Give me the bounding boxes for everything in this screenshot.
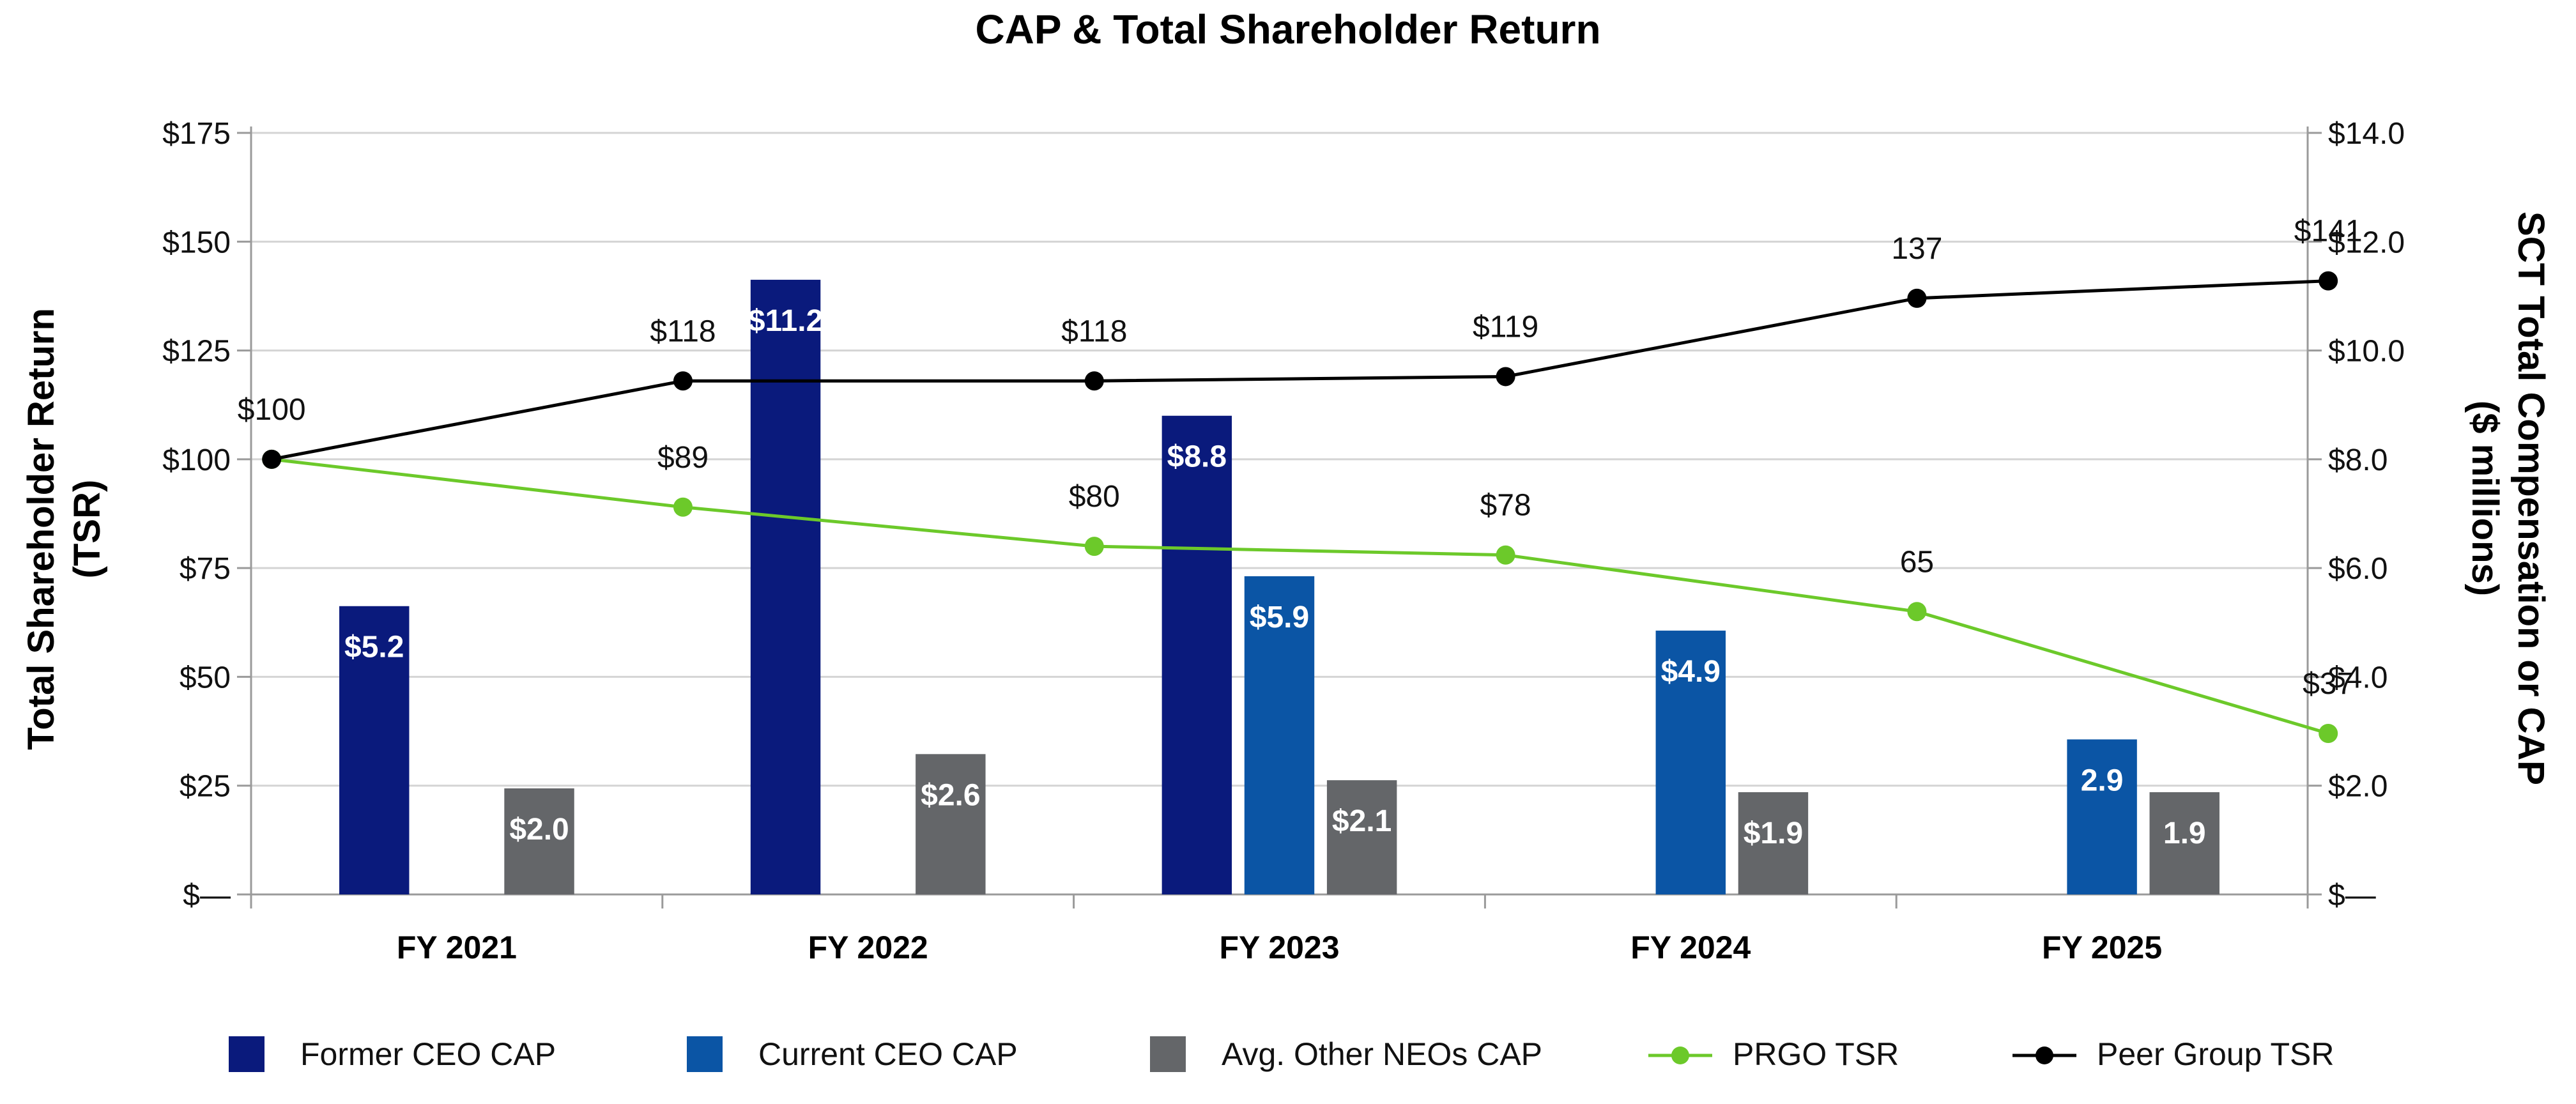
bar — [1244, 576, 1315, 894]
bar-label: $4.9 — [1661, 655, 1721, 689]
point-label: $119 — [1473, 310, 1538, 344]
bar — [339, 606, 410, 894]
right-axis-title-line2: ($ millions) — [2464, 401, 2506, 596]
left-tick-label: $100 — [162, 443, 231, 477]
series-point — [262, 449, 282, 469]
gridlines — [251, 132, 2308, 787]
bars: $5.2 $11.2 $8.8 $5.9 $4.9 2.9 $2.0 $2.6 $2.1 $1.9… — [339, 279, 2220, 894]
legend-marker — [1671, 1046, 1689, 1064]
series-line — [271, 279, 2329, 461]
x-category-label: FY 2025 — [2042, 930, 2162, 965]
bar-label: $5.9 — [1250, 601, 1309, 634]
bar-label: $5.2 — [344, 631, 404, 664]
tsr-lines — [262, 271, 2338, 743]
right-tick-label: $6.0 — [2328, 552, 2388, 586]
left-tick-label: $175 — [162, 117, 231, 151]
bar-label: $2.6 — [921, 778, 980, 812]
point-label: 137 — [1891, 232, 1942, 266]
bar — [916, 754, 986, 894]
series-point — [1084, 371, 1104, 391]
bar — [2067, 739, 2137, 894]
right-axis-title-line1: SCT Total Compensation or CAP — [2510, 211, 2552, 785]
series-point — [2319, 723, 2338, 743]
point-label: $118 — [1061, 314, 1127, 348]
right-tick-label: $14.0 — [2328, 117, 2405, 151]
point-label: $37 — [2303, 667, 2354, 701]
right-tick-label: $2.0 — [2328, 770, 2388, 804]
point-label: $78 — [1480, 489, 1531, 523]
bar — [750, 279, 821, 894]
left-axis-title-line2: (TSR) — [66, 480, 108, 579]
bar-label: $2.1 — [1332, 804, 1392, 838]
bar-label: $11.2 — [748, 304, 823, 338]
point-label: $89 — [657, 441, 709, 475]
series-point — [1496, 545, 1515, 565]
left-tick-label: $— — [183, 878, 231, 912]
bar — [2149, 792, 2220, 894]
bar-label: $1.9 — [1744, 816, 1803, 850]
series-point — [673, 497, 693, 517]
bar — [1738, 792, 1809, 894]
left-tick-label: $150 — [162, 226, 231, 259]
bar-label: $2.0 — [509, 813, 569, 847]
x-category-label: FY 2022 — [808, 930, 928, 965]
left-axis-ticks: $— $25 $50 $75 $100 $125 $150 $175 — [162, 117, 231, 912]
left-tick-label: $75 — [180, 552, 231, 586]
right-tick-label: $8.0 — [2328, 443, 2388, 477]
right-tick-label: $10.0 — [2328, 335, 2405, 369]
bar — [1655, 631, 1726, 894]
x-category-label: FY 2023 — [1219, 930, 1339, 965]
series-point — [1907, 288, 1927, 308]
bar — [504, 788, 574, 894]
left-tick-label: $25 — [180, 770, 231, 804]
point-label: 65 — [1900, 545, 1934, 579]
legend-label: Current CEO CAP — [758, 1036, 1018, 1072]
point-label: $100 — [238, 393, 306, 427]
chart-title: CAP & Total Shareholder Return — [975, 6, 1600, 52]
bar — [1326, 780, 1397, 894]
right-tick-label: $4.0 — [2328, 661, 2388, 694]
bar-label: $8.8 — [1167, 440, 1227, 474]
legend-swatch — [1150, 1036, 1186, 1072]
series-point — [1907, 602, 1927, 622]
legend-swatch — [687, 1036, 723, 1072]
legend-label: Avg. Other NEOs CAP — [1222, 1036, 1542, 1072]
right-axis-ticks: $— $2.0 $4.0 $6.0 $8.0 $10.0 $12.0 $14.0 — [2328, 117, 2405, 912]
bar-label: 1.9 — [2163, 816, 2206, 850]
legend-swatch — [229, 1036, 264, 1072]
x-category-label: FY 2021 — [397, 930, 517, 965]
series-point — [2319, 271, 2338, 291]
series-line — [271, 457, 2329, 735]
left-axis-title-line1: Total Shareholder Return — [20, 308, 62, 750]
right-tick-label: $12.0 — [2328, 226, 2405, 259]
legend-label: PRGO TSR — [1733, 1036, 1899, 1072]
right-tick-label: $— — [2328, 878, 2376, 912]
series-point — [1084, 537, 1104, 556]
point-label: $80 — [1069, 480, 1120, 514]
legend-marker — [2035, 1046, 2053, 1064]
series-point — [1496, 367, 1515, 387]
bar — [1162, 415, 1232, 894]
point-label: $141 — [2294, 215, 2363, 249]
legend-label: Former CEO CAP — [300, 1036, 556, 1072]
left-tick-label: $125 — [162, 335, 231, 369]
x-category-label: FY 2024 — [1630, 930, 1751, 965]
left-tick-label: $50 — [180, 661, 231, 694]
series-point — [673, 371, 693, 391]
bar-label: 2.9 — [2081, 763, 2124, 797]
legend: Former CEO CAP Current CEO CAP Avg. Other … — [229, 1036, 2334, 1072]
point-label: $118 — [650, 314, 716, 348]
category-labels: FY 2021 FY 2022 FY 2023 FY 2024 FY 2025 — [397, 930, 2162, 965]
point-labels: $89 $80 $78 65 $37 $100 $118 $118 $119 137 $141 — [238, 215, 2363, 701]
legend-label: Peer Group TSR — [2097, 1036, 2334, 1072]
